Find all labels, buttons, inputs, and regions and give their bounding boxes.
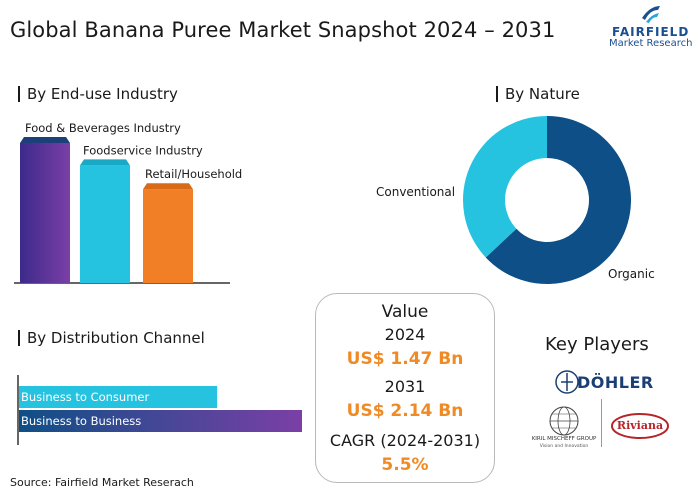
bar-cap-retail-household: [143, 183, 193, 190]
logo-brand: FAIRFIELD: [612, 25, 690, 39]
bar-retail-household: [143, 189, 193, 283]
nature-donut-chart: [463, 116, 631, 284]
section-end-use: By End-use Industry: [18, 86, 178, 102]
value-year-2031: 2031: [384, 377, 426, 396]
hbar-label-business-to-business: Business to Business: [21, 414, 141, 428]
riviana-oval-icon: [611, 413, 669, 439]
end-use-bar-chart: Food & Beverages Industry Foodservice Ind…: [14, 121, 242, 284]
bar-foodservice-industry: [80, 165, 130, 283]
hbar-label-business-to-consumer: Business to Consumer: [21, 390, 149, 404]
bar-label-food-beverages-industry: Food & Beverages Industry: [25, 121, 181, 135]
value-year-2024: 2024: [384, 325, 426, 344]
logo-subtitle: Market Research: [609, 38, 693, 49]
hbar-business-to-business: [19, 410, 302, 432]
bar-label-retail-household: Retail/Household: [145, 167, 242, 181]
key-players-heading: Key Players: [545, 334, 649, 355]
donut-label-organic: Organic: [608, 267, 655, 281]
globe-icon: [549, 406, 579, 436]
dohler-emblem-icon: [555, 370, 579, 394]
bar-label-foodservice-industry: Foodservice Industry: [83, 143, 203, 157]
bar-cap-foodservice-industry: [80, 159, 130, 166]
source-note: Source: Fairfield Market Reserach: [10, 476, 194, 489]
distribution-bar-chart: Business to Consumer Business to Business: [17, 375, 302, 445]
fairfield-logo-icon: [642, 6, 660, 23]
page-title: Global Banana Puree Market Snapshot 2024…: [10, 18, 556, 42]
section-nature: By Nature: [496, 86, 580, 102]
riviana-logo: Riviana: [611, 413, 669, 439]
section-distribution: By Distribution Channel: [18, 330, 205, 346]
cagr-value: 5.5%: [381, 455, 429, 475]
bar-food-beverages-industry: [20, 143, 70, 283]
bar-cap-food-beverages-industry: [20, 137, 70, 143]
value-2024: US$ 1.47 Bn: [346, 349, 464, 369]
hbar-business-to-consumer: [19, 386, 218, 408]
dohler-logo: DÖHLER: [555, 369, 653, 395]
donut-slice-conventional: [463, 116, 547, 258]
value-heading: Value: [381, 302, 429, 322]
cagr-label: CAGR (2024-2031): [329, 431, 481, 450]
value-2031: US$ 2.14 Bn: [346, 401, 464, 421]
donut-slice-organic: [485, 116, 631, 284]
value-panel: Value 2024 US$ 1.47 Bn 2031 US$ 2.14 Bn …: [315, 293, 495, 483]
donut-label-conventional: Conventional: [376, 185, 456, 199]
players-divider: [601, 399, 602, 447]
kiril-mischeff-logo: KIRIL MISCHEFF GROUP Vision and Innovati…: [525, 405, 603, 453]
